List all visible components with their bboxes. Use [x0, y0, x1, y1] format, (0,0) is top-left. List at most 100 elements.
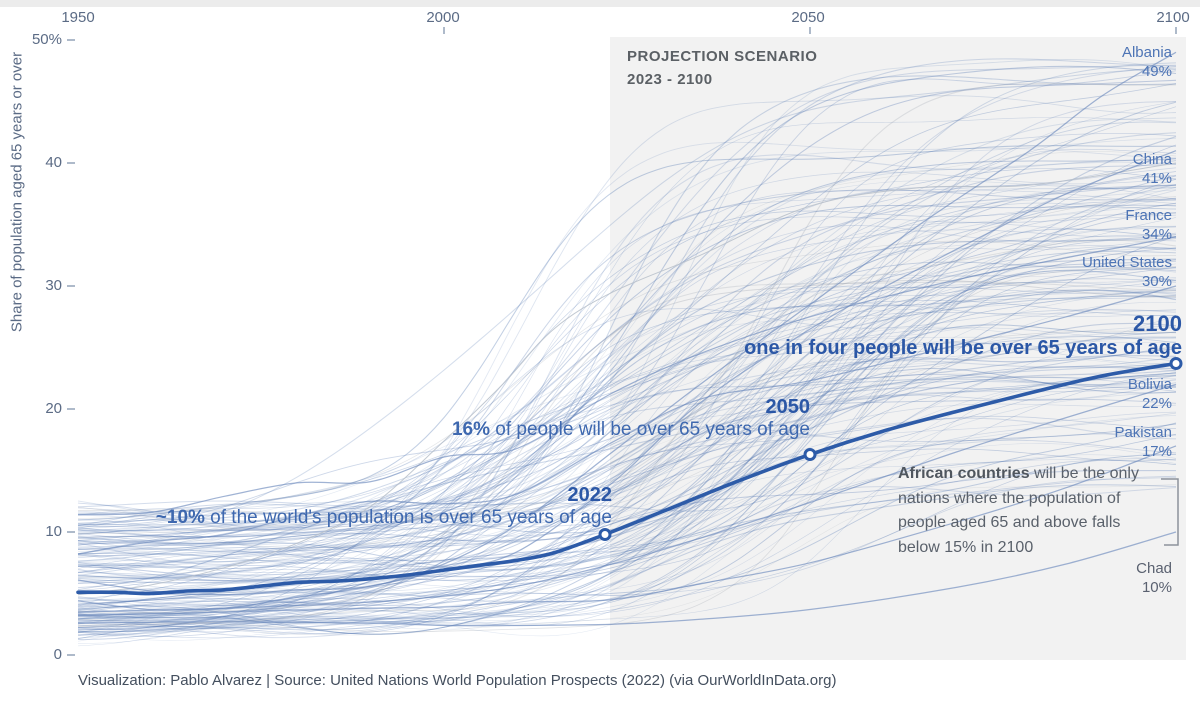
country-line [77, 95, 1177, 548]
projection-scenario-title: PROJECTION SCENARIO [627, 48, 818, 65]
country-line [77, 475, 1177, 625]
country-line [77, 186, 1177, 622]
country-line [77, 459, 1177, 620]
country-line [77, 279, 1177, 628]
country-line [77, 281, 1177, 614]
country-line [77, 378, 1177, 605]
country-line [77, 64, 1177, 531]
country-label-bolivia: Bolivia 22% [1127, 376, 1172, 412]
world-average-line [76, 361, 1178, 596]
country-line [77, 277, 1177, 647]
country-line [77, 357, 1177, 641]
country-line [77, 266, 1177, 632]
country-line [77, 267, 1177, 564]
country-label-france: France 34% [1125, 207, 1172, 243]
country-line [77, 214, 1177, 616]
country-line [77, 355, 1177, 578]
country-line [77, 278, 1177, 610]
country-line [77, 247, 1177, 602]
country-line [77, 294, 1177, 629]
country-line [77, 250, 1177, 582]
y-tick-label-50: 50% [31, 31, 62, 48]
country-line [77, 190, 1177, 601]
country-line [77, 375, 1177, 640]
annotation-2100-text: one in four people will be over 65 years… [744, 336, 1182, 359]
country-line [77, 239, 1177, 624]
background-country-lines [77, 58, 1177, 647]
y-tick-label-20: 20 [45, 400, 62, 417]
country-line [77, 145, 1177, 521]
country-line [77, 309, 1177, 516]
country-line [77, 204, 1177, 620]
annotation-2100: 2100 one in four people will be over 65 … [744, 311, 1182, 360]
country-line [77, 168, 1177, 599]
country-line [77, 101, 1177, 578]
country-line [77, 356, 1177, 533]
country-line [77, 70, 1177, 531]
top-border [0, 0, 1200, 7]
country-line [77, 144, 1177, 545]
country-line [77, 415, 1177, 634]
country-line [77, 121, 1177, 584]
country-line [77, 65, 1177, 538]
annotation-2050: 2050 16% of people will be over 65 years… [452, 396, 810, 441]
country-line [77, 175, 1177, 524]
country-line [77, 245, 1177, 555]
country-line [77, 308, 1177, 527]
country-line [77, 199, 1177, 627]
country-line [77, 151, 1177, 578]
country-line [77, 225, 1177, 530]
country-line [77, 302, 1177, 616]
country-line [77, 184, 1177, 629]
x-tick-label-1950: 1950 [61, 9, 95, 26]
country-line [77, 484, 1177, 636]
country-line [77, 171, 1177, 590]
country-line [77, 360, 1177, 594]
y-tick-label-10: 10 [45, 523, 62, 540]
country-line [77, 117, 1177, 562]
country-line [77, 62, 1177, 526]
country-line [77, 326, 1177, 536]
country-line [77, 433, 1177, 640]
country-line [77, 477, 1177, 640]
country-line [77, 221, 1177, 618]
country-line [77, 345, 1177, 527]
country-line [77, 268, 1177, 568]
country-line [77, 198, 1177, 574]
country-line [77, 366, 1177, 573]
country-line [77, 184, 1177, 631]
country-line [77, 148, 1177, 569]
country-line [77, 217, 1177, 569]
world-marker-2022 [598, 528, 612, 541]
y-axis-title: Share of population aged 65 years or ove… [8, 51, 26, 333]
country-line-france [77, 236, 1177, 516]
country-line [77, 484, 1177, 636]
country-line [77, 330, 1177, 534]
country-line [77, 458, 1177, 618]
country-line [77, 369, 1177, 543]
world-marker-2050 [803, 448, 817, 461]
country-line [77, 106, 1177, 550]
country-line [77, 58, 1177, 508]
african-countries-note: African countries will be the only natio… [898, 465, 1139, 556]
country-line [77, 206, 1177, 594]
country-line [77, 184, 1177, 539]
country-line [77, 234, 1177, 623]
country-line [77, 454, 1177, 637]
country-line [77, 279, 1177, 557]
country-line-china [77, 150, 1177, 611]
country-line [77, 417, 1177, 626]
early-riser-country-line [77, 162, 1177, 596]
country-line [77, 382, 1177, 584]
country-line [77, 365, 1177, 582]
annotation-2050-text: 16% of people will be over 65 years of a… [451, 419, 810, 441]
country-line [77, 204, 1177, 570]
country-line [77, 171, 1177, 621]
country-line [77, 327, 1177, 545]
country-line [77, 235, 1177, 611]
country-line [77, 189, 1177, 553]
country-line [77, 341, 1177, 540]
country-line [77, 470, 1176, 630]
world-line-markers [598, 357, 1183, 541]
